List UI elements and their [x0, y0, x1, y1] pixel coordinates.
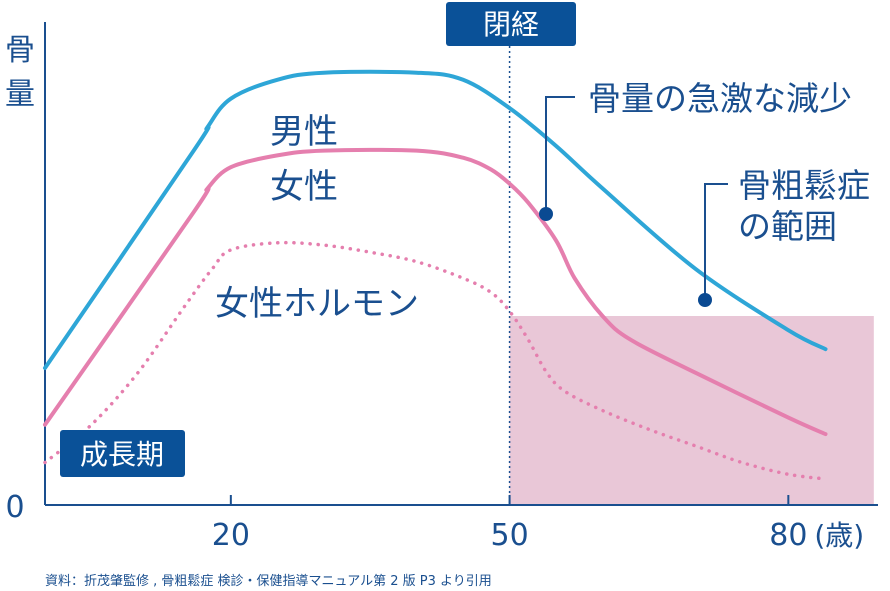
series-label-male: 男性 — [270, 112, 338, 152]
x-tick-label-80: 80 — [769, 518, 807, 553]
x-tick-label-50: 50 — [490, 518, 528, 553]
series-group — [43, 69, 828, 481]
growth-period-tag-label: 成長期 — [80, 438, 164, 471]
series-label-female: 女性 — [270, 167, 338, 207]
x-tick-labels: 20 50 80 — [212, 518, 808, 553]
series-line-female-hormone — [43, 240, 828, 481]
series-line-female — [43, 147, 828, 437]
rapid-decrease-pointer — [545, 96, 575, 214]
y-axis-label-2: 量 — [5, 77, 35, 112]
osteoporosis-pointer — [704, 183, 728, 300]
x-axis-unit: (歳) — [814, 519, 864, 552]
osteoporosis-dot — [698, 293, 712, 307]
source-note: 資料：折茂肇監修 , 骨粗鬆症 検診・保健指導マニュアル第 2 版 P3 より引… — [45, 574, 492, 589]
osteoporosis-label-line2: の範囲 — [738, 207, 837, 246]
growth-period-tag-box — [60, 430, 185, 477]
menopause-tag-label: 閉経 — [483, 8, 539, 41]
x-tick-label-20: 20 — [212, 518, 250, 553]
y-axis-label-1: 骨 — [5, 33, 35, 68]
y-zero-label: 0 — [5, 490, 24, 525]
osteoporosis-label-line1: 骨粗鬆症 — [738, 166, 870, 205]
rapid-decrease-label: 骨量の急激な減少 — [588, 79, 852, 118]
menopause-tag-box — [446, 2, 576, 46]
series-line-male — [43, 69, 828, 370]
rapid-decrease-dot — [539, 207, 553, 221]
osteoporosis-zone — [509, 316, 874, 505]
series-label-female-hormone: 女性ホルモン — [215, 284, 419, 324]
